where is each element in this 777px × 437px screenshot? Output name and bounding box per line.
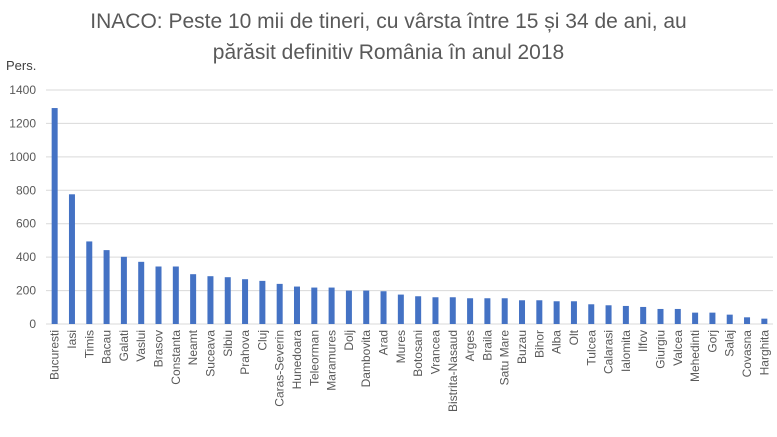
bar bbox=[120, 256, 127, 324]
bar bbox=[588, 304, 595, 324]
bar bbox=[68, 194, 75, 324]
x-tick-label: Vaslui bbox=[134, 330, 148, 362]
bar bbox=[519, 300, 526, 324]
bar bbox=[86, 241, 93, 324]
x-tick-label: Vrancea bbox=[428, 330, 442, 375]
x-tick-label: Mures bbox=[394, 330, 408, 363]
x-tick-label: Maramures bbox=[325, 330, 339, 391]
bar bbox=[744, 317, 751, 324]
x-tick-label: Hunedoara bbox=[290, 330, 304, 390]
y-tick-label: 400 bbox=[16, 250, 36, 264]
x-tick-label: Dambovita bbox=[359, 330, 373, 388]
x-tick-label: Dolj bbox=[342, 330, 356, 351]
x-tick-label: Bistrita-Nasaud bbox=[446, 330, 460, 412]
x-tick-label: Harghita bbox=[757, 330, 771, 376]
bar bbox=[657, 308, 664, 324]
x-tick-label: Ialomita bbox=[619, 330, 633, 372]
bar bbox=[242, 279, 249, 324]
x-tick-label: Gorj bbox=[705, 330, 719, 353]
y-tick-label: 0 bbox=[29, 317, 36, 331]
bar bbox=[172, 266, 179, 324]
x-tick-label: Suceava bbox=[203, 330, 217, 377]
bar bbox=[363, 290, 370, 324]
y-tick-label: 800 bbox=[16, 183, 36, 197]
x-tick-label: Arges bbox=[463, 330, 477, 361]
bar bbox=[726, 314, 733, 324]
x-tick-label: Brasov bbox=[152, 330, 166, 367]
x-tick-label: Satu Mare bbox=[498, 330, 512, 386]
x-tick-label: Bacau bbox=[100, 330, 114, 364]
bar bbox=[605, 305, 612, 324]
x-tick-label: Neamt bbox=[186, 329, 200, 365]
x-tick-label: Salaj bbox=[723, 330, 737, 357]
x-tick-label: Arad bbox=[377, 330, 391, 355]
bar bbox=[674, 308, 681, 324]
x-tick-label: Alba bbox=[550, 330, 564, 354]
x-tick-label: Caras-Severin bbox=[273, 330, 287, 407]
bar bbox=[259, 280, 266, 324]
bar bbox=[224, 277, 231, 324]
bar bbox=[207, 276, 214, 324]
bar bbox=[709, 312, 716, 324]
y-tick-label: 1200 bbox=[9, 116, 36, 130]
bar bbox=[432, 297, 439, 324]
y-tick-label: 1400 bbox=[9, 83, 36, 97]
x-tick-label: Iasi bbox=[65, 330, 79, 349]
x-tick-label: Braila bbox=[480, 330, 494, 361]
x-tick-label: Constanta bbox=[169, 330, 183, 385]
x-tick-label: Giurgiu bbox=[653, 330, 667, 369]
bar bbox=[536, 300, 543, 324]
bar bbox=[467, 298, 474, 324]
x-tick-label: Mehedinti bbox=[688, 330, 702, 382]
bar bbox=[553, 301, 560, 324]
x-tick-label: Prahova bbox=[238, 330, 252, 375]
bar bbox=[276, 283, 283, 324]
x-tick-label: Valcea bbox=[671, 330, 685, 366]
bar bbox=[138, 261, 145, 324]
x-tick-label: Sibiu bbox=[221, 330, 235, 357]
x-tick-label: Galati bbox=[117, 330, 131, 361]
bar bbox=[345, 290, 352, 324]
bar bbox=[692, 312, 699, 324]
x-tick-label: Olt bbox=[567, 329, 581, 345]
bar bbox=[293, 286, 300, 324]
bar bbox=[622, 305, 629, 324]
bar bbox=[311, 287, 318, 324]
bar bbox=[190, 274, 197, 324]
x-tick-label: Ilfov bbox=[636, 330, 650, 352]
bar bbox=[380, 291, 387, 324]
bar bbox=[501, 298, 508, 324]
x-tick-label: Timis bbox=[82, 330, 96, 358]
x-tick-label: Covasna bbox=[740, 330, 754, 378]
bar bbox=[640, 306, 647, 324]
x-tick-label: Buzau bbox=[515, 330, 529, 364]
y-tick-label: 200 bbox=[16, 284, 36, 298]
bar bbox=[570, 301, 577, 324]
title-line-1: INACO: Peste 10 mii de tineri, cu vârsta… bbox=[90, 10, 687, 33]
x-tick-label: Tulcea bbox=[584, 330, 598, 366]
x-tick-label: Calarasi bbox=[602, 330, 616, 374]
bar bbox=[397, 294, 404, 324]
x-tick-label: Cluj bbox=[255, 330, 269, 351]
x-tick-label: Teleorman bbox=[307, 330, 321, 386]
bar bbox=[155, 266, 162, 324]
chart-title: INACO: Peste 10 mii de tineri, cu vârsta… bbox=[0, 6, 777, 68]
bar bbox=[449, 297, 456, 324]
bar bbox=[415, 296, 422, 324]
y-tick-label: 1000 bbox=[9, 150, 36, 164]
bar bbox=[103, 250, 110, 324]
bar bbox=[51, 108, 58, 325]
y-axis-label: Pers. bbox=[6, 58, 37, 73]
bar bbox=[328, 287, 335, 324]
x-tick-label: Bihor bbox=[532, 330, 546, 358]
y-tick-label: 600 bbox=[16, 217, 36, 231]
bar bbox=[484, 298, 491, 324]
x-tick-label: Botosani bbox=[411, 330, 425, 377]
x-tick-label: Bucuresti bbox=[48, 330, 62, 380]
bar bbox=[761, 318, 768, 324]
title-line-2: părăsit definitiv România în anul 2018 bbox=[212, 41, 565, 64]
